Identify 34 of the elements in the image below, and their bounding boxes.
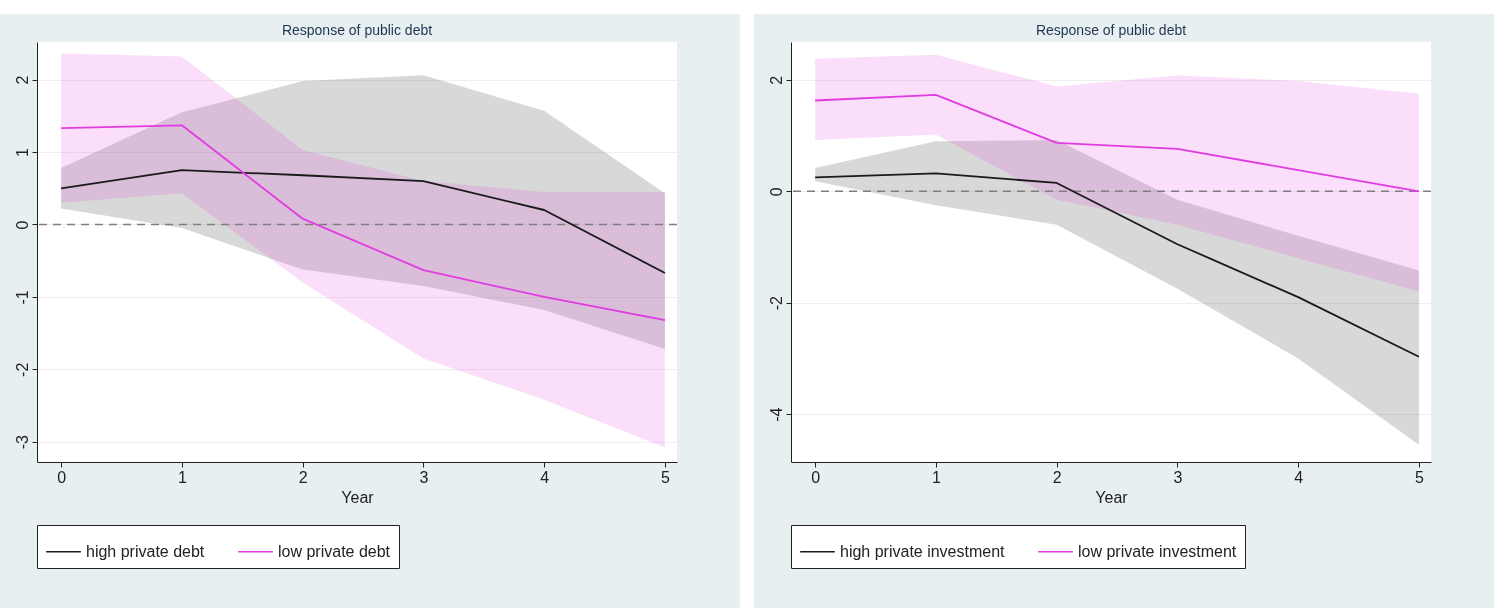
x-tick-label: 0: [811, 468, 821, 486]
y-tick-label: -2: [767, 295, 785, 311]
y-tick-label: 0: [13, 220, 31, 230]
y-tick-label: -3: [13, 435, 31, 450]
chart-title: Response of public debt: [281, 22, 433, 38]
y-tick-label: 0: [767, 187, 785, 197]
legend-label: high private debt: [86, 542, 205, 560]
y-tick-label: 2: [767, 75, 785, 85]
x-tick-label: 4: [1294, 468, 1304, 486]
x-tick-label: 3: [1173, 468, 1183, 486]
x-tick-label: 2: [298, 468, 308, 486]
line-series: [60, 169, 666, 274]
x-tick-label: 1: [931, 468, 941, 486]
y-tick-label: -4: [767, 407, 785, 422]
x-axis-title: Year: [1095, 488, 1129, 506]
y-tick-label: -2: [13, 362, 31, 377]
chart-title: Response of public debt: [1035, 22, 1187, 38]
x-tick-label: 2: [1052, 468, 1062, 486]
line-series: [814, 94, 1420, 193]
x-tick-label: 0: [57, 468, 67, 486]
x-tick-label: 1: [177, 468, 187, 486]
y-tick-label: 1: [13, 148, 31, 158]
x-tick-label: 5: [1414, 468, 1424, 486]
legend-label: low private investment: [1078, 542, 1237, 560]
line-series: [60, 124, 666, 321]
x-tick-label: 5: [660, 468, 670, 486]
line-series: [814, 172, 1420, 358]
legend-label: low private debt: [278, 542, 391, 560]
y-tick-label: 2: [13, 75, 31, 85]
x-tick-label: 3: [419, 468, 429, 486]
legend-label: high private investment: [840, 542, 1006, 560]
x-tick-label: 4: [540, 468, 550, 486]
x-axis-title: Year: [341, 488, 375, 506]
y-tick-label: -1: [13, 290, 31, 305]
